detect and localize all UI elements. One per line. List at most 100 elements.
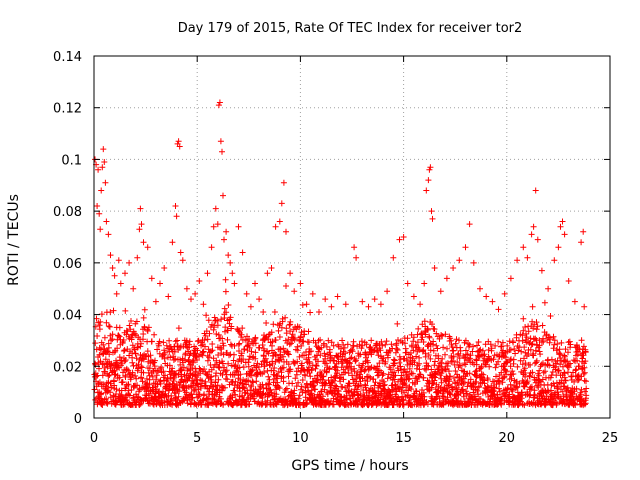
data-point bbox=[524, 378, 531, 385]
data-point bbox=[208, 400, 215, 406]
data-point bbox=[100, 341, 107, 348]
data-point bbox=[400, 401, 407, 408]
data-point bbox=[340, 376, 347, 383]
data-point bbox=[158, 364, 165, 371]
x-axis-label: GPS time / hours bbox=[291, 458, 408, 474]
data-point bbox=[561, 374, 568, 381]
data-point bbox=[279, 318, 286, 325]
data-point bbox=[350, 392, 357, 399]
data-point bbox=[329, 378, 336, 385]
data-point bbox=[223, 228, 230, 235]
data-point bbox=[138, 221, 145, 228]
data-point bbox=[510, 356, 517, 363]
data-point bbox=[275, 327, 282, 334]
data-point bbox=[267, 386, 274, 393]
data-point bbox=[146, 381, 153, 388]
data-point bbox=[533, 347, 539, 354]
data-point bbox=[107, 252, 114, 259]
data-point bbox=[502, 392, 509, 399]
data-point bbox=[537, 351, 544, 358]
data-point bbox=[367, 374, 374, 381]
data-point bbox=[410, 338, 417, 345]
data-point bbox=[427, 355, 434, 362]
data-point bbox=[109, 265, 116, 271]
data-point bbox=[222, 276, 229, 283]
data-point bbox=[414, 378, 421, 385]
data-point bbox=[406, 365, 413, 372]
data-point bbox=[406, 375, 413, 382]
data-point bbox=[431, 362, 438, 369]
data-point bbox=[250, 379, 257, 386]
data-point bbox=[381, 381, 388, 388]
data-point bbox=[433, 342, 440, 349]
data-point bbox=[157, 280, 163, 287]
data-point bbox=[246, 401, 253, 408]
data-point bbox=[96, 326, 103, 333]
data-point bbox=[345, 370, 352, 377]
data-point bbox=[270, 321, 277, 328]
data-point bbox=[370, 347, 377, 354]
data-point bbox=[572, 367, 579, 374]
data-point bbox=[451, 375, 457, 381]
data-point bbox=[512, 350, 519, 357]
data-point bbox=[351, 244, 358, 251]
data-point bbox=[136, 402, 143, 408]
data-point bbox=[514, 384, 521, 391]
data-point bbox=[475, 391, 482, 398]
data-point bbox=[310, 383, 317, 390]
data-point bbox=[342, 301, 349, 308]
data-point bbox=[432, 371, 439, 377]
data-point bbox=[570, 357, 577, 364]
data-point bbox=[211, 324, 218, 331]
data-point bbox=[335, 388, 342, 395]
data-point bbox=[148, 338, 155, 345]
data-point bbox=[553, 360, 560, 367]
data-point bbox=[301, 352, 307, 359]
data-point bbox=[428, 366, 435, 373]
data-point bbox=[410, 293, 417, 300]
data-point bbox=[450, 265, 457, 271]
data-point bbox=[151, 363, 158, 370]
data-point bbox=[265, 331, 272, 338]
data-point bbox=[268, 329, 275, 336]
data-point bbox=[466, 341, 473, 348]
data-point bbox=[430, 338, 437, 345]
data-point bbox=[161, 347, 168, 354]
data-point bbox=[126, 322, 133, 329]
data-point bbox=[339, 360, 346, 367]
data-point bbox=[280, 364, 287, 371]
data-point bbox=[102, 179, 109, 186]
data-point bbox=[282, 386, 289, 393]
data-point bbox=[450, 347, 457, 354]
data-point bbox=[214, 382, 221, 389]
data-point bbox=[174, 337, 181, 344]
data-point bbox=[331, 373, 338, 380]
data-point bbox=[238, 350, 245, 357]
data-point bbox=[292, 375, 299, 382]
data-point bbox=[423, 187, 430, 194]
data-point bbox=[507, 381, 514, 388]
data-point bbox=[442, 351, 448, 358]
data-point bbox=[124, 397, 131, 403]
data-point bbox=[275, 383, 282, 390]
data-point bbox=[283, 228, 289, 235]
data-point bbox=[437, 288, 444, 295]
data-point bbox=[232, 362, 239, 368]
data-point bbox=[285, 361, 292, 368]
y-tick-label: 0.12 bbox=[53, 102, 82, 117]
data-point bbox=[571, 378, 578, 385]
data-point bbox=[116, 333, 123, 340]
data-point bbox=[247, 303, 254, 310]
data-point bbox=[113, 290, 120, 297]
data-point bbox=[302, 372, 309, 379]
data-point bbox=[440, 344, 447, 351]
data-point bbox=[460, 381, 467, 387]
data-point bbox=[578, 239, 585, 246]
y-tick-label: 0.02 bbox=[53, 360, 82, 375]
data-point bbox=[280, 179, 287, 186]
data-point bbox=[400, 234, 407, 240]
data-point bbox=[411, 359, 418, 366]
data-point bbox=[422, 353, 429, 360]
data-point bbox=[121, 347, 128, 354]
data-point bbox=[457, 347, 464, 354]
